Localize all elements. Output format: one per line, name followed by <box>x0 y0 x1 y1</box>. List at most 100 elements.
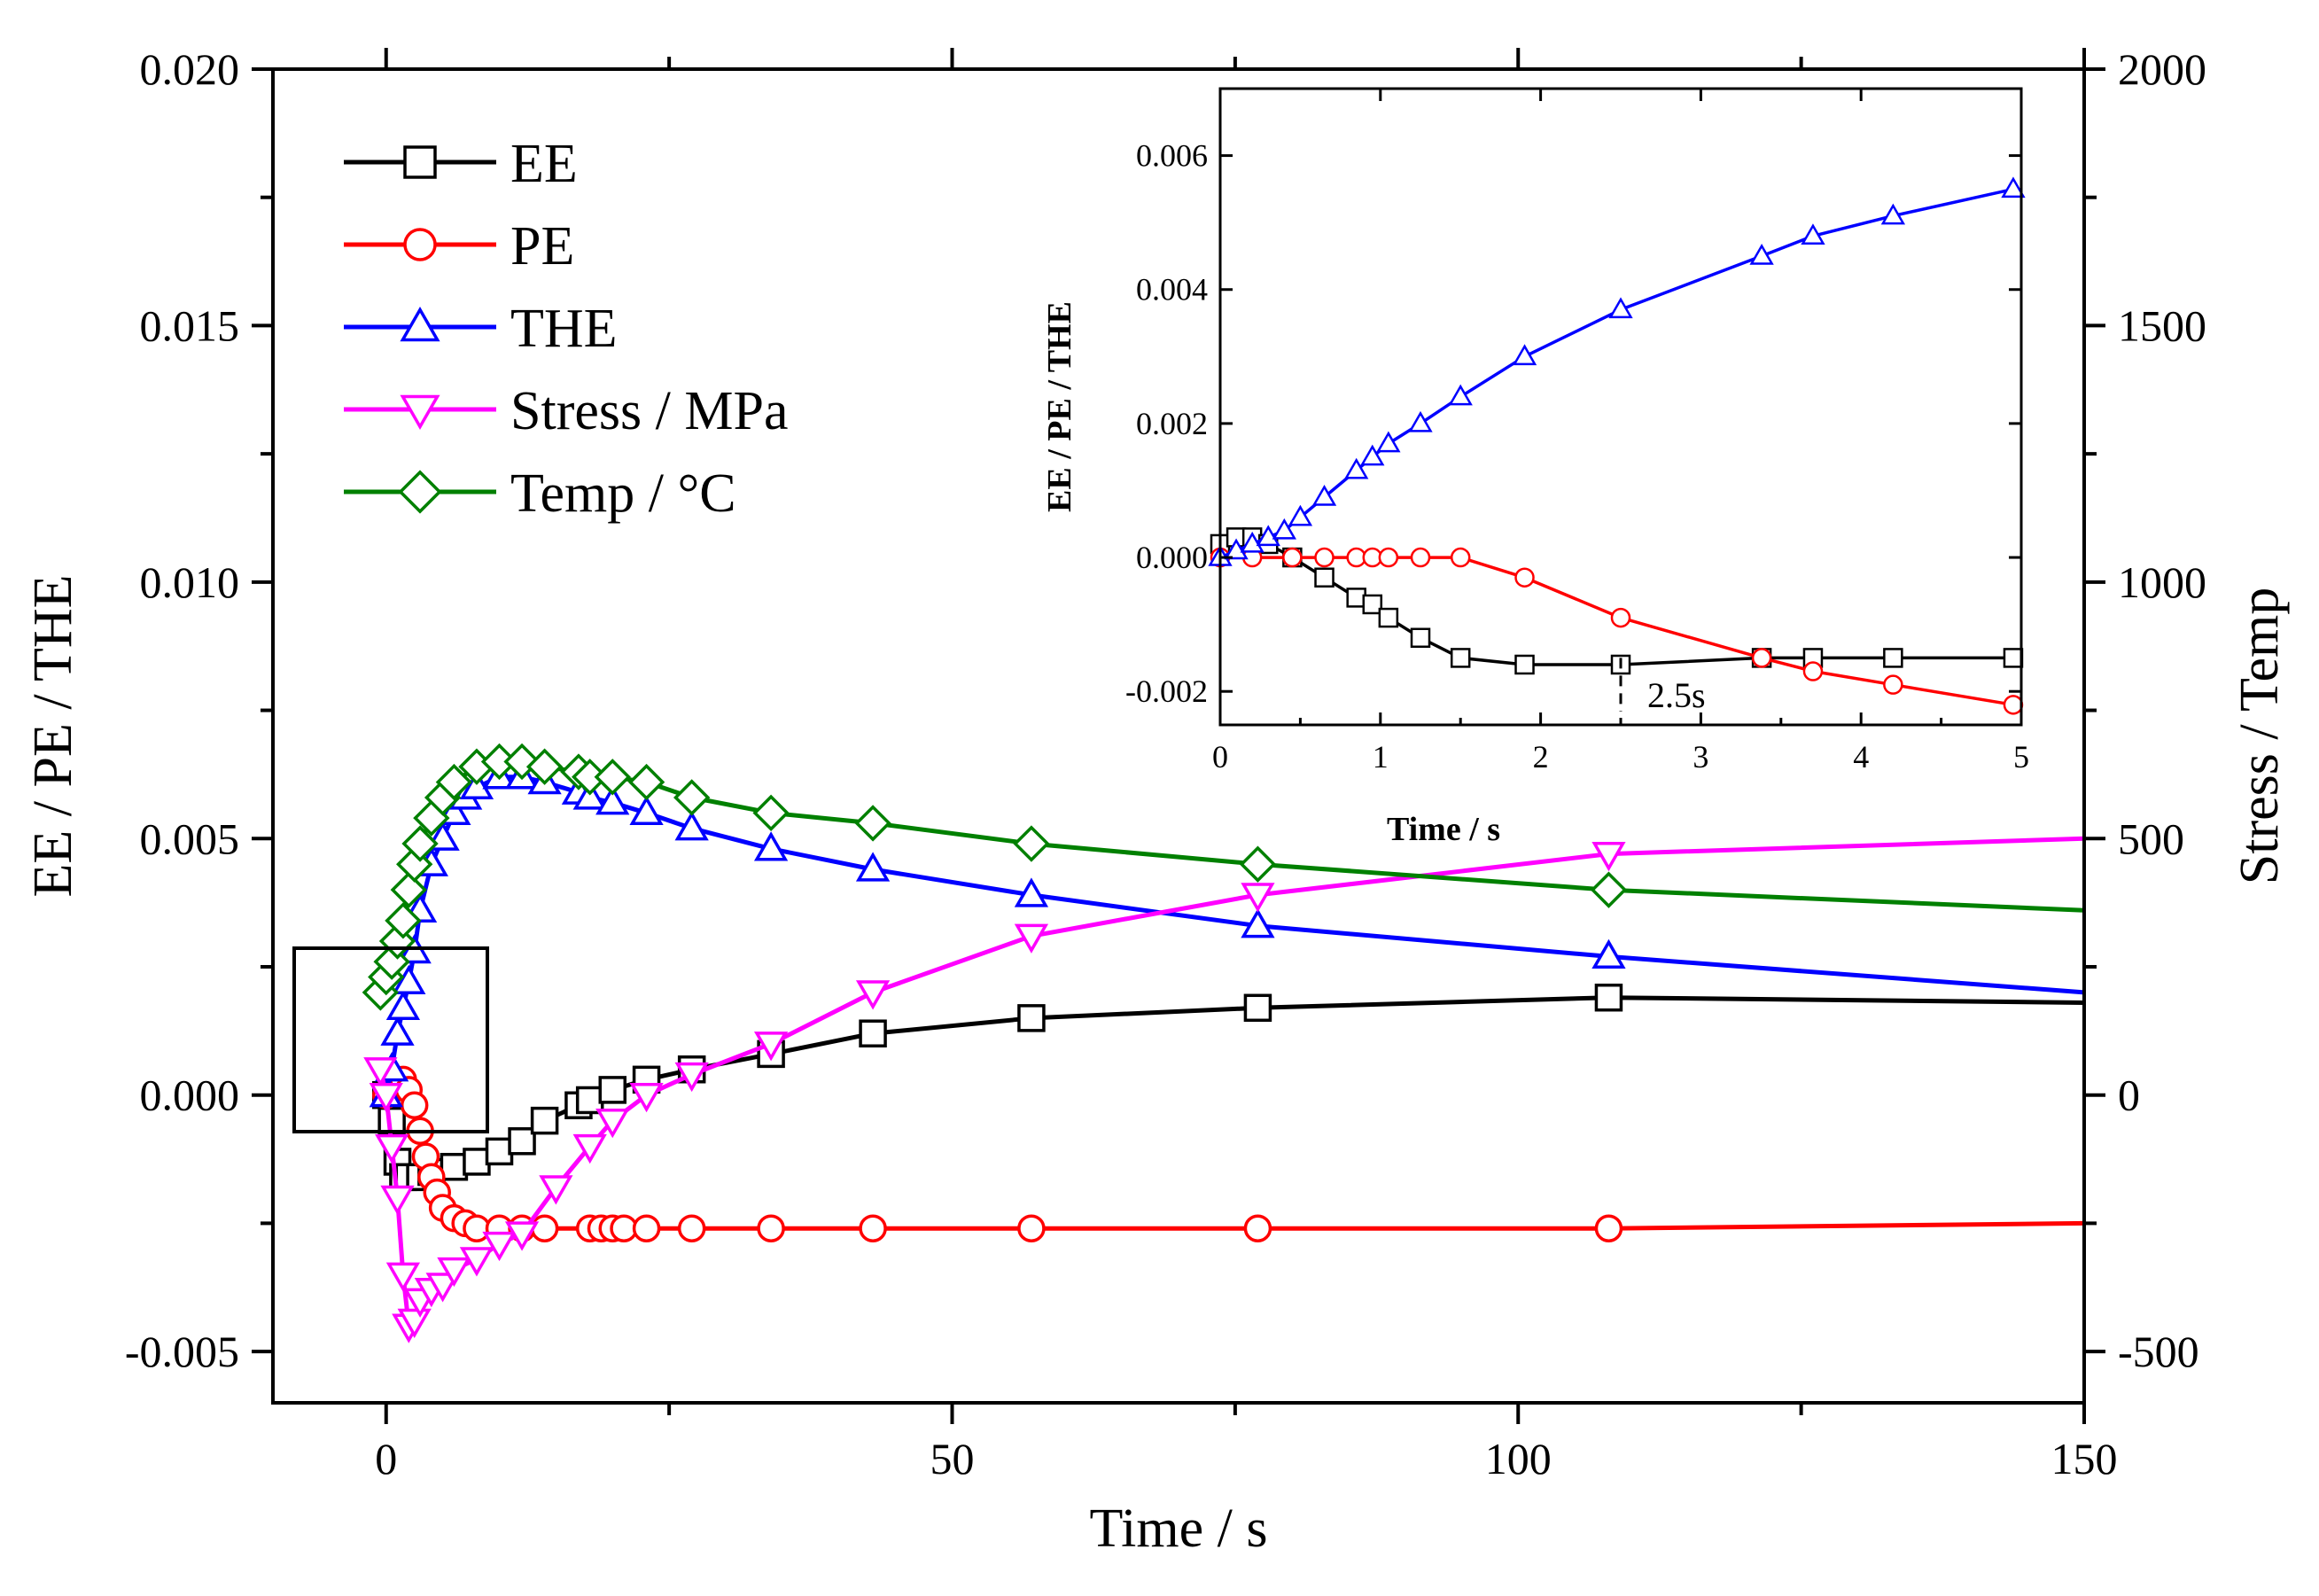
data-point <box>757 1214 785 1242</box>
data-point <box>392 964 426 994</box>
data-point <box>629 1083 664 1113</box>
inset-data-point <box>1450 648 1471 668</box>
data-point <box>677 1214 706 1242</box>
inset-x-tick-label: 2 <box>1533 739 1549 775</box>
inset-y-tick-label: -0.002 <box>1125 673 1208 709</box>
inset-data-point <box>2001 176 2026 199</box>
legend-marker <box>398 470 442 514</box>
y-tick-label: -0.005 <box>125 1327 239 1376</box>
legend-label: EE <box>510 134 578 194</box>
y-tick-label: 0.010 <box>140 557 240 607</box>
inset-data-point <box>1880 203 1906 225</box>
inset-x-tick-label: 4 <box>1853 739 1869 775</box>
zoom-region-box <box>292 946 489 1133</box>
inset-data-point <box>1282 547 1303 568</box>
data-point <box>390 871 427 908</box>
data-point <box>674 811 709 841</box>
data-point <box>363 1057 398 1087</box>
inset-x-tick-label: 0 <box>1212 739 1228 775</box>
y2-tick-label: 0 <box>2118 1070 2140 1120</box>
inset-data-point <box>1514 567 1535 588</box>
data-point <box>1014 877 1049 907</box>
data-point <box>752 794 790 832</box>
inset-data-point <box>1802 661 1824 681</box>
data-point <box>753 831 789 861</box>
data-point <box>595 785 630 815</box>
data-point <box>530 1214 559 1242</box>
y-tick-label: 0.005 <box>140 814 240 863</box>
data-point <box>385 990 421 1020</box>
inset-data-point <box>1410 547 1431 568</box>
main-series-layer <box>362 743 2085 1343</box>
data-point <box>629 795 664 825</box>
legend-marker <box>400 394 440 431</box>
inset-series-layer: 2.5s <box>1208 176 2026 715</box>
inset-data-point <box>2003 648 2024 668</box>
inset-x-tick-label: 5 <box>2013 739 2029 775</box>
inset-data-point <box>1410 627 1431 648</box>
inset-data-point <box>1751 648 1772 668</box>
inset-data-point <box>1514 654 1535 675</box>
legend-label: PE <box>510 216 574 276</box>
inset-data-point <box>1288 504 1313 526</box>
data-point <box>380 1185 415 1216</box>
inset-data-point <box>1314 567 1335 588</box>
data-point <box>595 1108 630 1139</box>
y-tick-label: 0.000 <box>140 1070 240 1120</box>
x-axis-title: Time / s <box>1089 1499 1267 1559</box>
data-point <box>401 825 439 862</box>
data-point <box>435 763 473 801</box>
inset-data-point <box>1450 547 1471 568</box>
data-point <box>503 743 541 781</box>
inset-data-point <box>1224 538 1249 560</box>
legend-marker <box>403 228 437 261</box>
data-point <box>855 852 891 882</box>
inset-data-point <box>1378 547 1399 568</box>
data-point <box>385 902 422 939</box>
inset-data-point <box>2003 695 2024 715</box>
data-point <box>380 1016 415 1046</box>
y2-tick-label: 500 <box>2118 814 2184 863</box>
data-point <box>1590 871 1628 908</box>
inset-y-tick-label: 0.006 <box>1136 138 1208 174</box>
inset-data-point <box>1512 344 1537 366</box>
data-point <box>572 1133 607 1164</box>
data-point <box>1239 845 1277 883</box>
data-point <box>1243 993 1272 1023</box>
inset-data-point <box>1801 223 1825 245</box>
inset-background <box>1220 89 2021 725</box>
data-point <box>859 1019 887 1047</box>
data-point <box>459 1247 494 1277</box>
data-point <box>598 1076 626 1104</box>
data-point <box>859 1214 887 1242</box>
data-point <box>1243 1214 1272 1242</box>
legend-marker <box>403 145 437 179</box>
data-point <box>594 759 631 796</box>
data-point <box>1594 983 1623 1012</box>
inset-data-point <box>1240 531 1265 553</box>
data-point <box>1017 1004 1046 1032</box>
data-point <box>854 805 891 842</box>
data-point <box>1017 1214 1046 1242</box>
legend-marker <box>400 306 440 342</box>
inset-data-point <box>1378 607 1399 628</box>
data-point <box>530 1106 559 1135</box>
data-point <box>539 1175 573 1205</box>
data-point <box>1591 841 1626 872</box>
inset-data-point <box>1376 431 1401 453</box>
inset-data-point <box>1749 243 1774 265</box>
data-point <box>632 1214 661 1242</box>
y-tick-label: 0.015 <box>140 300 240 350</box>
legend-label: Temp / °C <box>510 463 736 524</box>
data-point <box>508 1127 536 1156</box>
y2-tick-label: -500 <box>2118 1327 2199 1376</box>
inset-data-point <box>1883 648 1903 668</box>
x-tick-label: 50 <box>930 1434 975 1483</box>
data-point <box>855 980 891 1010</box>
data-point <box>425 1273 460 1303</box>
data-point <box>1014 923 1049 954</box>
inset-data-point <box>1362 594 1383 615</box>
inset-y-tick-label: 0.004 <box>1136 272 1208 308</box>
inset-x-tick-label: 1 <box>1373 739 1389 775</box>
